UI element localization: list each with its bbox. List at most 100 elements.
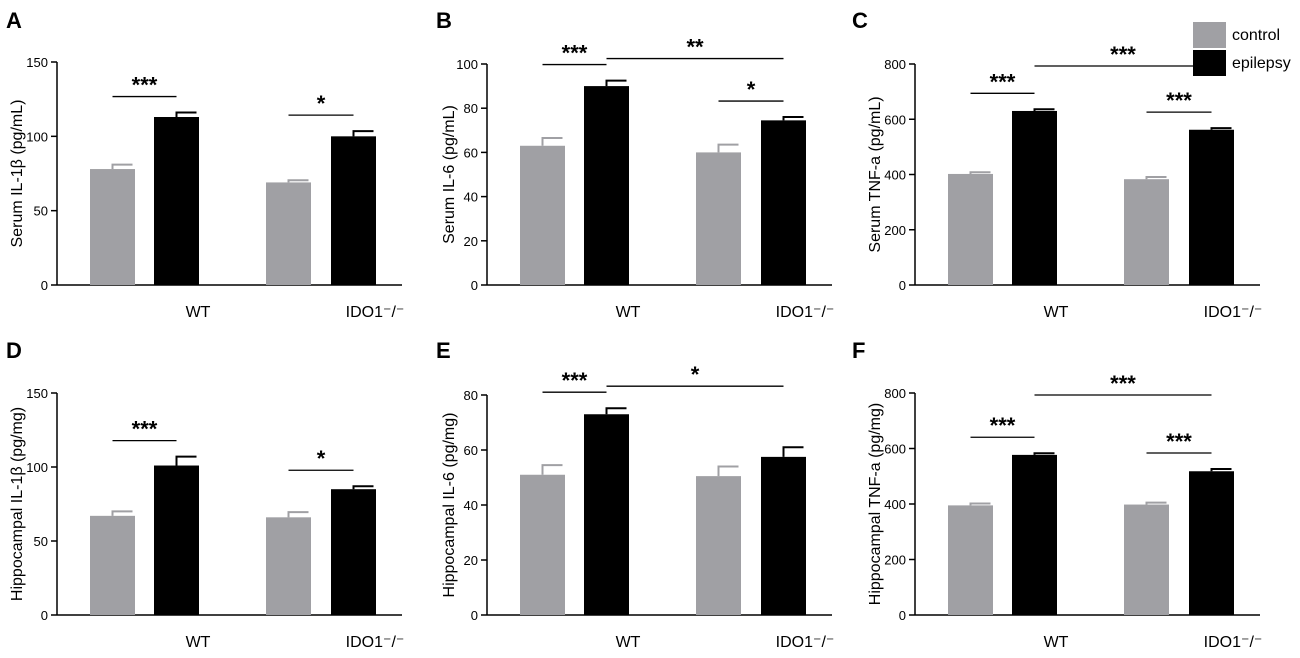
significance-label: *** bbox=[132, 73, 158, 98]
error-bar-epilepsy bbox=[1210, 468, 1232, 472]
significance-label: *** bbox=[990, 69, 1016, 94]
panel-b: B 0 20 40 60 80 100 Serum IL-6 (pg/mL) WT IDO1⁻/⁻… bbox=[436, 8, 834, 321]
significance-label: *** bbox=[1110, 371, 1136, 396]
panel-letter: C bbox=[852, 8, 868, 33]
x-category-label: WT bbox=[616, 304, 641, 321]
significance-label: *** bbox=[1166, 429, 1192, 454]
y-tick-label: 60 bbox=[464, 443, 478, 458]
bar-epilepsy bbox=[584, 86, 629, 285]
error-bar-control bbox=[287, 179, 309, 183]
significance-label: *** bbox=[990, 413, 1016, 438]
y-tick-label: 150 bbox=[26, 386, 48, 401]
y-tick-label: 150 bbox=[26, 55, 48, 70]
error-bar-control bbox=[1145, 175, 1167, 180]
y-tick-label: 400 bbox=[884, 497, 906, 512]
y-tick-label: 0 bbox=[41, 278, 48, 293]
y-tick-label: 40 bbox=[464, 190, 478, 205]
y-tick-label: 50 bbox=[34, 534, 48, 549]
bar-epilepsy bbox=[761, 456, 806, 615]
y-tick-label: 0 bbox=[41, 608, 48, 623]
y-tick-label: 200 bbox=[884, 223, 906, 238]
x-category-label: WT bbox=[186, 634, 211, 651]
error-bar-epilepsy bbox=[605, 79, 627, 87]
y-tick-label: 400 bbox=[884, 168, 906, 183]
error-bar-epilepsy bbox=[1210, 127, 1232, 130]
bar-epilepsy bbox=[154, 465, 199, 615]
x-category-label: IDO1⁻/⁻ bbox=[346, 304, 405, 321]
significance-label: ** bbox=[686, 35, 704, 60]
y-axis-title: Serum IL-1β (pg/mL) bbox=[9, 100, 26, 248]
y-tick-label: 100 bbox=[26, 460, 48, 475]
y-tick-label: 40 bbox=[464, 498, 478, 513]
legend-label-epilepsy: epilepsy bbox=[1232, 55, 1291, 72]
y-tick-label: 100 bbox=[456, 57, 478, 72]
y-tick-label: 20 bbox=[464, 234, 478, 249]
y-tick-label: 800 bbox=[884, 57, 906, 72]
y-tick-label: 60 bbox=[464, 145, 478, 160]
significance-label: *** bbox=[562, 368, 588, 393]
significance-label: * bbox=[747, 77, 756, 102]
legend-swatch-epilepsy bbox=[1193, 50, 1226, 76]
y-tick-label: 0 bbox=[899, 278, 906, 293]
error-bar-control bbox=[111, 163, 133, 170]
bar-control bbox=[90, 169, 135, 285]
error-bar-control bbox=[541, 137, 563, 146]
legend: control epilepsy bbox=[1193, 22, 1291, 76]
error-bar-control bbox=[287, 511, 309, 518]
panel-letter: D bbox=[6, 338, 22, 363]
error-bar-epilepsy bbox=[1033, 108, 1055, 111]
y-tick-label: 80 bbox=[464, 101, 478, 116]
error-bar-control bbox=[1145, 501, 1167, 505]
x-category-label: IDO1⁻/⁻ bbox=[346, 634, 405, 651]
error-bar-control bbox=[717, 143, 739, 153]
panel-c: C 0 200 400 600 800 Serum TNF-a (pg/mL) WT IDO1⁻… bbox=[852, 8, 1262, 321]
y-tick-label: 200 bbox=[884, 553, 906, 568]
x-category-label: WT bbox=[186, 304, 211, 321]
y-tick-label: 600 bbox=[884, 112, 906, 127]
panel-letter: A bbox=[6, 8, 22, 33]
y-tick-label: 0 bbox=[471, 608, 478, 623]
bar-control bbox=[1124, 504, 1169, 615]
x-category-label: WT bbox=[1044, 304, 1069, 321]
error-bar-epilepsy bbox=[175, 455, 197, 466]
bar-control bbox=[266, 182, 311, 285]
significance-label: * bbox=[317, 446, 326, 471]
panel-letter: B bbox=[436, 8, 452, 33]
y-tick-label: 80 bbox=[464, 388, 478, 403]
significance-label: * bbox=[317, 91, 326, 116]
significance-label: * bbox=[691, 362, 700, 387]
y-tick-label: 50 bbox=[34, 204, 48, 219]
bar-epilepsy bbox=[331, 489, 376, 615]
panel-letter: E bbox=[436, 338, 451, 363]
error-bar-epilepsy bbox=[1033, 452, 1055, 455]
error-bar-control bbox=[717, 465, 739, 477]
significance-label: *** bbox=[1166, 88, 1192, 113]
bar-epilepsy bbox=[1012, 110, 1057, 286]
bar-epilepsy bbox=[1189, 129, 1234, 285]
x-category-label: WT bbox=[1044, 634, 1069, 651]
significance-label: *** bbox=[132, 417, 158, 442]
y-axis-title: Hippocampal TNF-a (pg/mg) bbox=[867, 403, 884, 605]
error-bar-epilepsy bbox=[605, 407, 627, 415]
y-tick-label: 0 bbox=[899, 608, 906, 623]
bar-epilepsy bbox=[1012, 454, 1057, 615]
y-tick-label: 600 bbox=[884, 442, 906, 457]
x-category-label: IDO1⁻/⁻ bbox=[776, 634, 835, 651]
x-category-label: WT bbox=[616, 634, 641, 651]
x-category-label: IDO1⁻/⁻ bbox=[1204, 304, 1263, 321]
bar-control bbox=[948, 173, 993, 285]
y-axis-title: Serum TNF-a (pg/mL) bbox=[867, 96, 884, 252]
error-bar-epilepsy bbox=[352, 130, 374, 137]
y-tick-label: 100 bbox=[26, 129, 48, 144]
y-axis-title: Hippocampal IL-1β (pg/mg) bbox=[9, 407, 26, 601]
bar-control bbox=[90, 515, 135, 615]
bar-control bbox=[696, 476, 741, 615]
x-category-label: IDO1⁻/⁻ bbox=[1204, 634, 1263, 651]
bar-epilepsy bbox=[584, 414, 629, 615]
error-bar-control bbox=[111, 510, 133, 516]
error-bar-control bbox=[541, 464, 563, 475]
